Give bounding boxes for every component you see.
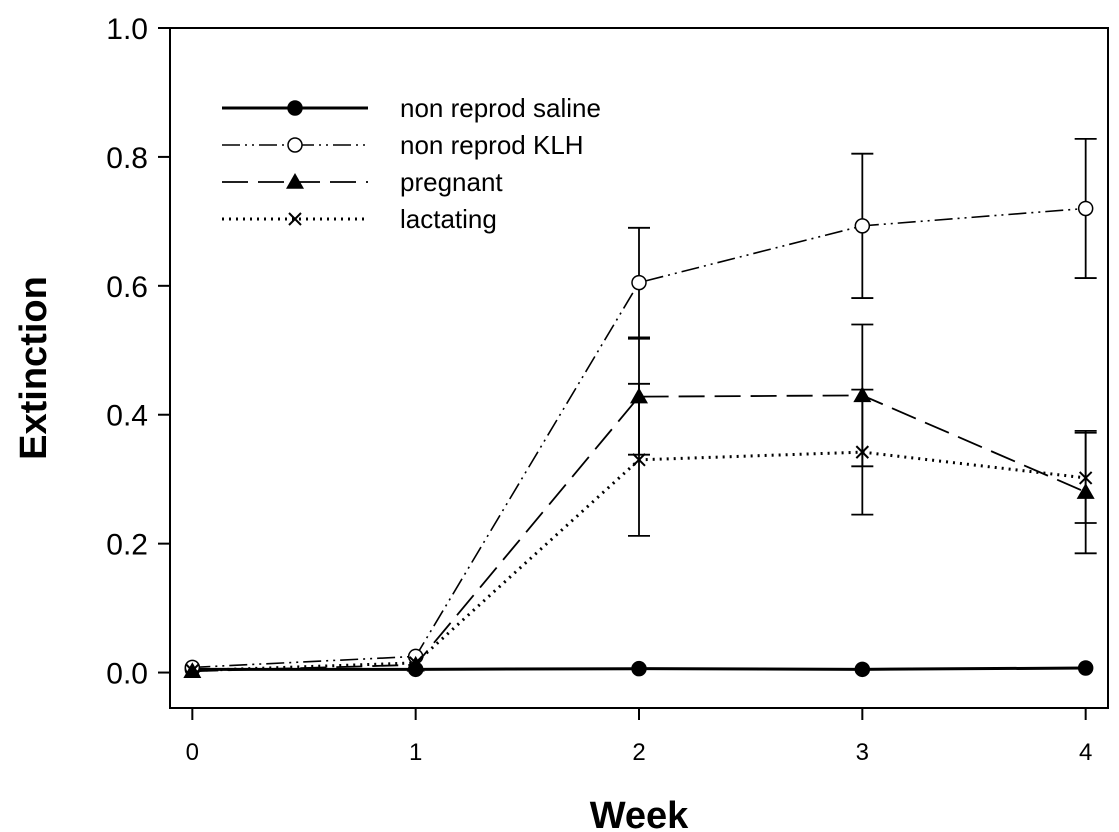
series-line — [192, 394, 1087, 673]
y-tick-label: 0.4 — [106, 400, 148, 433]
data-point — [631, 274, 647, 291]
legend-item: pregnant — [222, 167, 503, 197]
x-tick-label: 3 — [856, 739, 869, 766]
plot-area — [183, 137, 1097, 679]
data-point — [185, 663, 200, 678]
y-tick-label: 0.6 — [106, 271, 148, 304]
legend-marker — [287, 100, 303, 116]
y-tick-label: 1.0 — [106, 13, 148, 46]
legend-marker — [286, 173, 304, 189]
legend-label: lactating — [400, 204, 497, 234]
series-2 — [184, 137, 1097, 676]
data-point — [1077, 200, 1094, 217]
data-point — [854, 661, 871, 678]
legend-marker — [287, 137, 303, 153]
x-tick-label: 2 — [632, 739, 645, 766]
legend-item: lactating — [222, 204, 497, 234]
series-1 — [184, 660, 1094, 678]
data-point — [632, 453, 646, 467]
y-tick-label: 0.2 — [106, 529, 148, 562]
data-point — [1078, 471, 1093, 485]
x-tick-label: 0 — [186, 739, 199, 766]
legend-label: non reprod KLH — [400, 130, 584, 160]
y-axis: 0.0 0.2 0.4 0.6 0.8 1.0 — [106, 13, 170, 691]
legend-label: non reprod saline — [400, 93, 601, 123]
x-tick-label: 1 — [409, 739, 422, 766]
data-point — [408, 656, 423, 670]
data-point — [631, 660, 647, 677]
series-3 — [183, 323, 1097, 679]
y-tick-label: 0.8 — [106, 142, 148, 175]
data-point — [855, 445, 870, 459]
y-tick-label: 0.0 — [106, 658, 148, 691]
legend: non reprod saline non reprod KLH pregnant l… — [222, 93, 601, 234]
x-axis: 0 1 2 3 4 — [186, 708, 1092, 766]
x-axis-title: Week — [590, 795, 689, 832]
series-4 — [185, 382, 1097, 678]
legend-item: non reprod saline — [222, 93, 601, 123]
legend-item: non reprod KLH — [222, 130, 584, 160]
x-tick-label: 4 — [1079, 739, 1092, 766]
legend-marker — [288, 212, 302, 226]
data-point — [854, 218, 871, 234]
y-axis-title: Extinction — [13, 276, 55, 460]
data-point — [1077, 660, 1094, 676]
legend-label: pregnant — [400, 167, 503, 197]
